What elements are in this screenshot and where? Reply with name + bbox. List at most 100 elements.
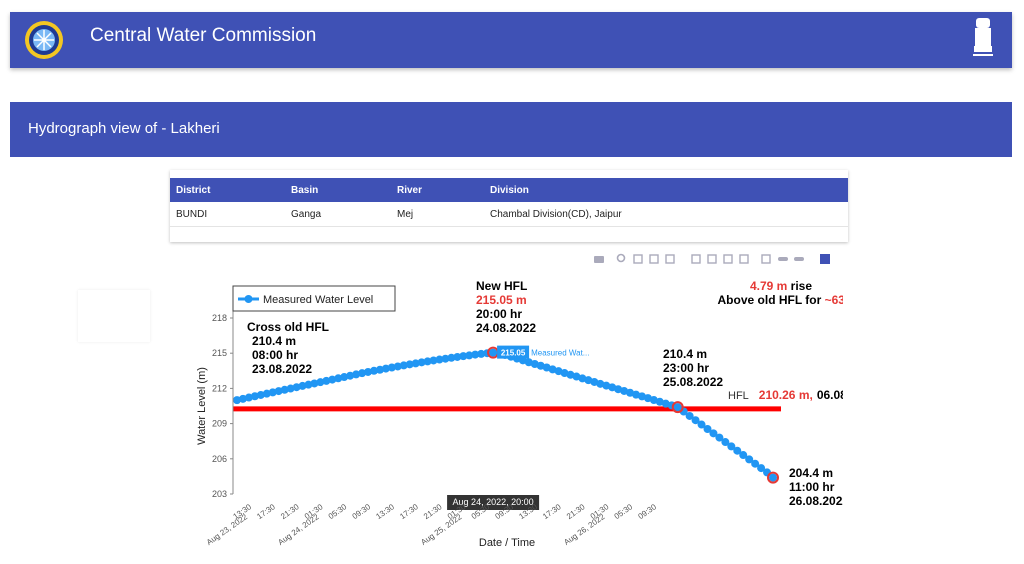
highlighted-point[interactable] <box>767 471 779 484</box>
box-select-icon[interactable] <box>649 254 659 264</box>
data-point[interactable] <box>286 384 295 393</box>
autoscale-icon[interactable] <box>723 254 733 264</box>
data-point[interactable] <box>375 365 384 374</box>
y-tick-label: 212 <box>212 383 227 393</box>
above-hfl-prefix: Above old HFL for <box>718 293 825 307</box>
data-point[interactable] <box>477 349 486 358</box>
hfl-value: 210.26 m, <box>759 388 813 402</box>
data-point[interactable] <box>292 383 301 392</box>
data-point[interactable] <box>429 356 438 365</box>
data-point[interactable] <box>280 385 289 394</box>
data-point[interactable] <box>745 455 754 464</box>
spike-lines-icon[interactable] <box>761 254 771 264</box>
rise-suffix: rise <box>787 279 812 293</box>
data-point[interactable] <box>459 352 468 361</box>
data-point[interactable] <box>262 389 271 398</box>
x-tick-label: 17:30 <box>255 502 277 521</box>
data-point[interactable] <box>405 360 414 369</box>
column-header-river: River <box>397 185 423 196</box>
data-point[interactable] <box>769 473 777 482</box>
data-point[interactable] <box>685 411 694 420</box>
data-point[interactable] <box>233 396 241 405</box>
data-point[interactable] <box>715 433 724 442</box>
data-point[interactable] <box>447 353 456 362</box>
data-point[interactable] <box>310 379 319 388</box>
highlighted-point[interactable] <box>671 401 684 414</box>
data-point[interactable] <box>250 392 259 401</box>
pan-icon[interactable] <box>633 254 643 264</box>
hydrograph-chart: 215.05 Measured Wat... Aug 24, 2022, 20:00… <box>175 246 843 550</box>
data-point[interactable] <box>697 420 706 429</box>
data-point[interactable] <box>316 378 325 387</box>
lasso-select-icon[interactable] <box>665 254 675 264</box>
data-point[interactable] <box>268 388 277 397</box>
zoom-in-icon[interactable] <box>691 254 701 264</box>
x-tick-label: 21:30 <box>279 502 301 521</box>
data-point[interactable] <box>381 364 390 373</box>
data-point[interactable] <box>411 359 420 368</box>
station-info-table: District Basin River Division BUNDI Gang… <box>170 170 848 242</box>
data-point[interactable] <box>393 362 402 371</box>
zoom-in-icon-shape <box>691 254 701 264</box>
data-point[interactable] <box>369 366 378 375</box>
x-axis-title: Date / Time <box>479 537 535 549</box>
data-point[interactable] <box>244 393 253 402</box>
data-point[interactable] <box>441 354 450 363</box>
camera-shape <box>594 256 604 263</box>
data-point[interactable] <box>334 374 343 383</box>
data-point[interactable] <box>399 361 408 370</box>
data-point[interactable] <box>352 370 361 379</box>
home-icon[interactable] <box>739 254 749 264</box>
data-point[interactable] <box>256 390 265 399</box>
data-point[interactable] <box>298 381 307 390</box>
data-point[interactable] <box>465 351 474 360</box>
data-point[interactable] <box>721 438 730 447</box>
data-point[interactable] <box>691 416 700 425</box>
data-point[interactable] <box>304 380 313 389</box>
plotly-logo-shape <box>820 254 830 264</box>
data-point[interactable] <box>274 387 283 396</box>
data-point[interactable] <box>435 355 444 364</box>
data-point[interactable] <box>453 352 462 361</box>
data-point[interactable] <box>757 464 766 473</box>
data-point[interactable] <box>322 376 331 385</box>
modebar <box>594 253 830 264</box>
data-point[interactable] <box>238 394 247 403</box>
zoom-out-icon[interactable] <box>707 254 717 264</box>
app-title: Central Water Commission <box>90 25 317 46</box>
above-hfl-duration: ~63 hrs <box>825 293 843 307</box>
compare-hover-icon[interactable] <box>778 257 788 261</box>
end-time: 11:00 hr <box>789 480 835 494</box>
hfl-date: 06.08.2021 <box>817 388 843 402</box>
legend-label: Measured Water Level <box>263 294 373 306</box>
data-point[interactable] <box>423 357 432 366</box>
hydrograph-svg[interactable]: 215.05 Measured Wat... Aug 24, 2022, 20:00… <box>175 246 843 550</box>
zoom-shape <box>616 253 626 263</box>
data-point[interactable] <box>489 348 498 357</box>
data-point[interactable] <box>346 371 355 380</box>
legend[interactable]: Measured Water Level <box>232 285 396 312</box>
camera-icon[interactable] <box>594 256 604 263</box>
y-tick-label: 203 <box>212 489 227 499</box>
data-point[interactable] <box>417 358 426 367</box>
data-point[interactable] <box>471 350 480 359</box>
plotly-logo-icon[interactable] <box>820 254 830 264</box>
data-point[interactable] <box>673 403 682 412</box>
data-point[interactable] <box>739 451 748 460</box>
hfl-label: HFL <box>728 390 749 402</box>
data-point[interactable] <box>387 363 396 372</box>
data-point[interactable] <box>364 367 373 376</box>
closest-hover-icon[interactable] <box>794 257 804 261</box>
end-value: 204.4 m <box>789 466 833 480</box>
closest-hover-icon-shape <box>794 257 804 261</box>
data-point[interactable] <box>358 369 367 378</box>
data-point[interactable] <box>733 446 742 455</box>
data-point[interactable] <box>751 459 760 468</box>
data-point[interactable] <box>709 429 718 438</box>
data-point[interactable] <box>340 373 349 382</box>
data-point[interactable] <box>703 424 712 433</box>
zoom-icon[interactable] <box>616 253 626 263</box>
data-point[interactable] <box>328 375 337 384</box>
cwc-logo-icon[interactable] <box>24 20 64 60</box>
data-point[interactable] <box>727 442 736 451</box>
